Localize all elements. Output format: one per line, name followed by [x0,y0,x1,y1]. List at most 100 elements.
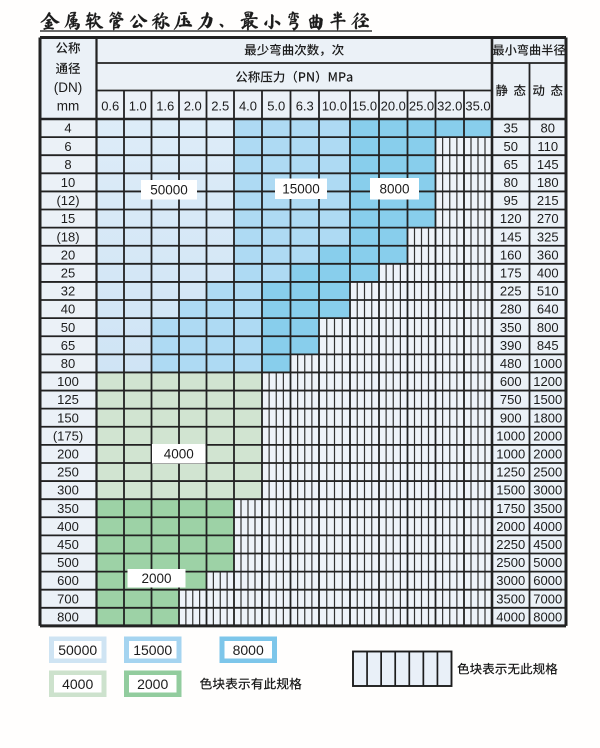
svg-text:3000: 3000 [496,573,525,588]
svg-text:325: 325 [537,229,559,244]
svg-text:350: 350 [500,320,522,335]
svg-text:2000: 2000 [496,519,525,534]
svg-text:4.0: 4.0 [239,99,257,114]
svg-text:2500: 2500 [533,465,562,480]
svg-text:1000: 1000 [496,428,525,443]
svg-text:1250: 1250 [496,465,525,480]
svg-text:20: 20 [61,247,75,262]
svg-text:175: 175 [500,265,522,280]
svg-text:10.0: 10.0 [322,99,347,114]
svg-text:180: 180 [537,175,559,190]
svg-text:5.0: 5.0 [267,99,285,114]
svg-text:15: 15 [61,211,75,226]
svg-text:300: 300 [57,483,79,498]
svg-text:(12): (12) [56,193,79,208]
svg-text:110: 110 [537,139,558,154]
svg-text:32.0: 32.0 [437,99,462,114]
svg-text:160: 160 [500,247,522,262]
svg-text:390: 390 [500,338,522,353]
svg-text:50: 50 [61,320,75,335]
svg-text:6: 6 [64,139,71,154]
svg-text:4000: 4000 [62,676,93,692]
svg-text:mm: mm [57,99,80,114]
svg-text:6.3: 6.3 [296,99,314,114]
svg-text:6000: 6000 [533,573,562,588]
svg-text:0.6: 0.6 [101,99,119,114]
svg-text:700: 700 [57,591,79,606]
svg-text:280: 280 [500,302,522,317]
svg-text:65: 65 [61,338,75,353]
svg-text:50000: 50000 [150,182,188,197]
svg-text:(18): (18) [56,229,79,244]
svg-text:80: 80 [504,175,518,190]
svg-text:450: 450 [57,537,79,552]
svg-text:65: 65 [504,157,518,172]
svg-text:3000: 3000 [533,483,562,498]
svg-text:145: 145 [537,157,559,172]
svg-text:215: 215 [537,193,559,208]
svg-text:800: 800 [57,609,79,624]
svg-text:200: 200 [57,447,79,462]
svg-text:8000: 8000 [379,181,409,196]
svg-text:2.0: 2.0 [184,99,202,114]
svg-text:8000: 8000 [533,609,562,624]
svg-text:400: 400 [537,265,559,280]
svg-text:20.0: 20.0 [381,99,406,114]
svg-text:7000: 7000 [533,591,562,606]
svg-text:1800: 1800 [533,410,562,425]
svg-text:95: 95 [504,193,518,208]
svg-text:350: 350 [57,501,79,516]
svg-text:80: 80 [541,121,555,136]
svg-text:270: 270 [537,211,559,226]
svg-text:(175): (175) [53,428,83,443]
svg-text:32: 32 [61,284,75,299]
svg-text:50000: 50000 [58,642,97,658]
svg-text:2250: 2250 [496,537,525,552]
svg-text:510: 510 [537,284,559,299]
svg-text:2000: 2000 [141,571,171,586]
svg-text:360: 360 [537,247,559,262]
svg-text:480: 480 [500,356,522,371]
svg-text:15000: 15000 [282,181,320,196]
svg-text:600: 600 [500,374,522,389]
svg-text:4500: 4500 [533,537,562,552]
svg-text:2.5: 2.5 [211,99,229,114]
svg-text:150: 150 [57,410,79,425]
svg-text:900: 900 [500,410,522,425]
svg-text:80: 80 [61,356,75,371]
svg-text:10: 10 [61,175,75,190]
svg-text:2000: 2000 [137,676,168,692]
svg-text:5000: 5000 [533,555,562,570]
svg-text:2000: 2000 [533,428,562,443]
svg-text:250: 250 [57,465,79,480]
svg-text:3500: 3500 [533,501,562,516]
svg-text:25.0: 25.0 [409,99,434,114]
svg-text:15.0: 15.0 [352,99,377,114]
svg-text:1500: 1500 [496,483,525,498]
svg-text:35.0: 35.0 [465,99,490,114]
svg-text:1.6: 1.6 [156,99,174,114]
svg-text:1000: 1000 [533,356,562,371]
svg-text:1000: 1000 [496,447,525,462]
svg-text:4000: 4000 [496,609,525,624]
svg-text:125: 125 [57,392,79,407]
svg-text:225: 225 [500,284,522,299]
svg-text:40: 40 [61,302,75,317]
svg-text:1.0: 1.0 [129,99,147,114]
svg-text:845: 845 [537,338,559,353]
svg-text:1500: 1500 [533,392,562,407]
svg-text:145: 145 [500,229,522,244]
svg-text:400: 400 [57,519,79,534]
svg-text:2000: 2000 [533,447,562,462]
svg-text:500: 500 [57,555,79,570]
svg-text:15000: 15000 [133,642,172,658]
svg-text:4: 4 [64,121,71,136]
svg-text:1200: 1200 [533,374,562,389]
svg-text:1750: 1750 [496,501,525,516]
svg-text:4000: 4000 [533,519,562,534]
svg-text:(DN): (DN) [54,80,83,95]
svg-text:3500: 3500 [496,591,525,606]
svg-text:750: 750 [500,392,522,407]
svg-text:600: 600 [57,573,79,588]
svg-text:640: 640 [537,302,559,317]
